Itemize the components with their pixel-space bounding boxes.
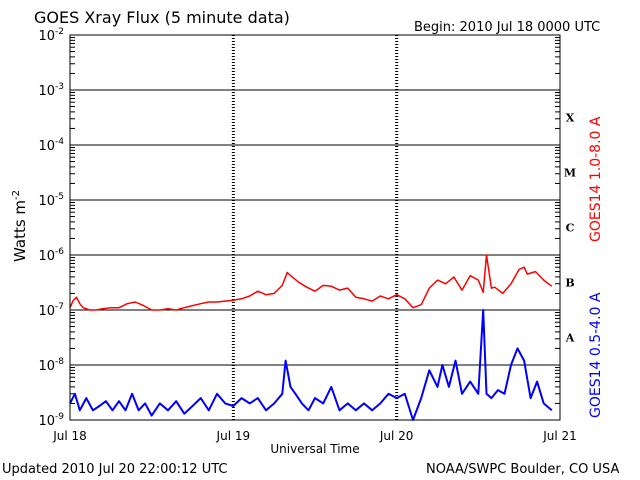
x-tick-label: Jul 19: [216, 429, 251, 443]
y-tick-label: 10-6: [38, 247, 64, 264]
flare-class-B: B: [565, 277, 574, 290]
y-axis-label: Watts m-2: [11, 190, 29, 262]
series-line-long: [69, 254, 553, 311]
chart-title: GOES Xray Flux (5 minute data): [34, 8, 290, 27]
y-axis-ticks: 10-9 10-8 10-7 10-6 10-5 10-4 10-3 10-2: [38, 27, 560, 429]
begin-time-label: Begin: 2010 Jul 18 0000 UTC: [414, 20, 600, 35]
updated-timestamp: Updated 2010 Jul 20 22:00:12 UTC: [2, 462, 227, 477]
x-tick-label: Jul 18: [52, 429, 87, 443]
x-axis-ticks: Jul 18 Jul 19 Jul 20 Jul 21: [52, 429, 577, 443]
y-tick-label: 10-7: [38, 302, 64, 319]
legend-short-channel: GOES14 0.5-4.0 A: [588, 292, 604, 418]
source-credit: NOAA/SWPC Boulder, CO USA: [426, 462, 619, 477]
series-line-short: [69, 309, 553, 421]
plot-frame: [69, 34, 561, 421]
flare-class-M: M: [564, 167, 576, 180]
y-tick-label: 10-5: [38, 192, 64, 209]
flare-class-C: C: [566, 222, 575, 235]
y-tick-label: 10-9: [38, 412, 64, 429]
flare-class-X: X: [566, 112, 575, 125]
y-tick-label: 10-3: [38, 82, 64, 99]
y-tick-label: 10-2: [38, 27, 64, 44]
flare-class-labels: A B C M X: [564, 112, 576, 345]
data-series: [69, 254, 553, 421]
x-tick-label: Jul 20: [379, 429, 414, 443]
y-tick-label: 10-4: [38, 137, 64, 154]
grid: [70, 35, 560, 420]
x-axis-label: Universal Time: [270, 442, 359, 456]
flare-class-A: A: [565, 332, 575, 345]
y-tick-label: 10-8: [38, 357, 64, 374]
x-tick-label: Jul 21: [542, 429, 577, 443]
legend-long-channel: GOES14 1.0-8.0 A: [588, 116, 604, 242]
